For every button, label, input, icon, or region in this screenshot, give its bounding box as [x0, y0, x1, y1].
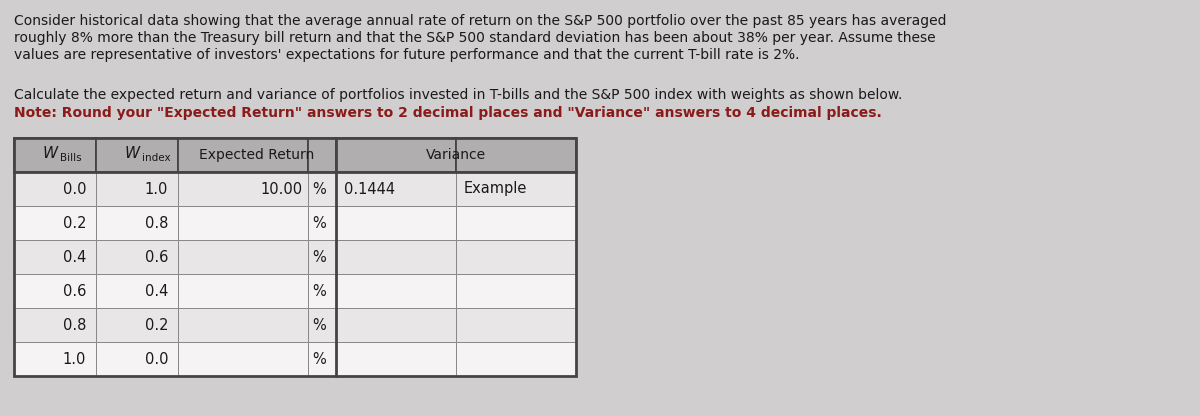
Text: roughly 8% more than the Treasury bill return and that the S&P 500 standard devi: roughly 8% more than the Treasury bill r… [14, 31, 936, 45]
Text: %: % [312, 215, 325, 230]
Bar [336, 138, 456, 172]
Text: %: % [312, 317, 325, 332]
Text: %: % [312, 352, 325, 366]
Text: Consider historical data showing that the average annual rate of return on the S: Consider historical data showing that th… [14, 14, 947, 28]
Bar [308, 138, 336, 172]
Bar [336, 240, 456, 274]
Text: Calculate the expected return and variance of portfolios invested in T-bills and: Calculate the expected return and varian… [14, 88, 902, 102]
Bar [336, 308, 456, 342]
Text: 0.0: 0.0 [144, 352, 168, 366]
Text: Variance: Variance [426, 148, 486, 162]
Bar [14, 274, 96, 308]
Bar [336, 206, 456, 240]
Text: 0.8: 0.8 [145, 215, 168, 230]
Text: 0.2: 0.2 [62, 215, 86, 230]
Text: 0.0: 0.0 [62, 181, 86, 196]
Text: %: % [312, 283, 325, 299]
Bar [456, 138, 576, 172]
Bar [96, 206, 178, 240]
Bar [96, 240, 178, 274]
Text: 0.4: 0.4 [62, 250, 86, 265]
Bar [456, 206, 576, 240]
Text: 0.8: 0.8 [62, 317, 86, 332]
Bar [456, 274, 576, 308]
Text: %: % [312, 250, 325, 265]
Bar [96, 308, 178, 342]
Text: Note: Round your "Expected Return" answers to 2 decimal places and "Variance" an: Note: Round your "Expected Return" answe… [14, 106, 882, 120]
Bar [336, 342, 456, 376]
Bar [456, 172, 576, 206]
Bar [14, 138, 576, 376]
Bar [456, 240, 576, 274]
Text: 0.6: 0.6 [145, 250, 168, 265]
Bar [308, 240, 336, 274]
Bar [178, 138, 308, 172]
Text: index: index [142, 153, 170, 163]
Text: 0.6: 0.6 [62, 283, 86, 299]
Bar [14, 342, 96, 376]
Text: %: % [312, 181, 325, 196]
Text: values are representative of investors' expectations for future performance and : values are representative of investors' … [14, 48, 799, 62]
Bar [14, 138, 96, 172]
Bar [456, 308, 576, 342]
Bar [178, 172, 308, 206]
Text: 1.0: 1.0 [145, 181, 168, 196]
Bar [308, 274, 336, 308]
Text: 10.00: 10.00 [260, 181, 302, 196]
Bar [456, 342, 576, 376]
Bar [308, 308, 336, 342]
Bar [308, 172, 336, 206]
Bar [14, 172, 96, 206]
Text: Example: Example [464, 181, 527, 196]
Text: Bills: Bills [60, 153, 82, 163]
Text: Expected Return: Expected Return [199, 148, 314, 162]
Bar [336, 172, 456, 206]
Bar [178, 342, 308, 376]
Bar [14, 308, 96, 342]
Bar [178, 206, 308, 240]
Bar [96, 274, 178, 308]
Bar [308, 342, 336, 376]
Bar [96, 138, 178, 172]
Text: 1.0: 1.0 [62, 352, 86, 366]
Bar [178, 240, 308, 274]
Bar [14, 240, 96, 274]
Text: W: W [42, 146, 58, 161]
Text: 0.4: 0.4 [145, 283, 168, 299]
Bar [178, 274, 308, 308]
Bar [14, 206, 96, 240]
Bar [96, 172, 178, 206]
Bar [308, 206, 336, 240]
Bar [96, 342, 178, 376]
Text: 0.2: 0.2 [144, 317, 168, 332]
Text: 0.1444: 0.1444 [344, 181, 395, 196]
Bar [178, 308, 308, 342]
Bar [336, 274, 456, 308]
Text: W: W [125, 146, 139, 161]
